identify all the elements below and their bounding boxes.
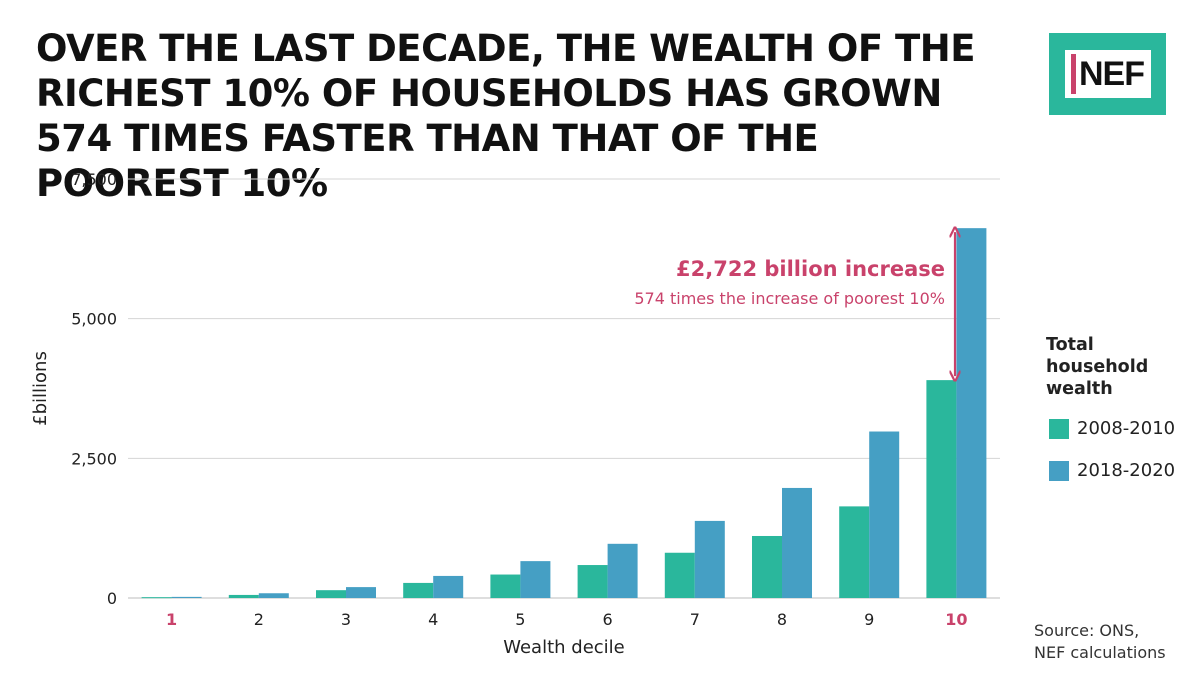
x-tick-label: 1 xyxy=(166,610,177,629)
bar-2018-2020-decile-8 xyxy=(782,487,812,598)
y-tick-label: 7,500 xyxy=(71,170,117,189)
logo-text: NEF xyxy=(1079,54,1145,93)
bar-2008-2010-decile-1 xyxy=(141,597,172,599)
legend-label: 2018-2020 xyxy=(1077,460,1176,481)
logo-accent-bar xyxy=(1070,54,1076,94)
bar-2018-2020-decile-1 xyxy=(171,596,202,598)
x-axis-label: Wealth decile xyxy=(503,637,625,658)
bar-2018-2020-decile-2 xyxy=(258,593,289,598)
x-tick-label: 3 xyxy=(341,610,351,629)
bar-2018-2020-decile-3 xyxy=(346,587,376,598)
bar-2008-2010-decile-7 xyxy=(664,552,695,598)
legend-label: 2008-2010 xyxy=(1077,418,1176,439)
x-tick-label: 8 xyxy=(777,610,787,629)
bar-2018-2020-decile-10 xyxy=(956,228,987,599)
annotation-headline: £2,722 billion increase xyxy=(676,257,945,281)
bar-2008-2010-decile-3 xyxy=(316,590,346,598)
x-tick-label: 6 xyxy=(603,610,613,629)
x-tick-label: 7 xyxy=(690,610,700,629)
x-tick-label: 4 xyxy=(428,610,438,629)
chart-title: OVER THE LAST DECADE, THE WEALTH OF THE … xyxy=(36,27,976,205)
source-note: Source: ONS, NEF calculations xyxy=(1034,620,1194,664)
legend-title: Total household wealth xyxy=(1046,335,1149,399)
bar-2008-2010-decile-5 xyxy=(490,574,521,598)
bar-2008-2010-decile-9 xyxy=(839,506,870,598)
y-axis-label: £billions xyxy=(30,351,51,426)
y-tick-label: 5,000 xyxy=(71,310,117,329)
bar-2008-2010-decile-4 xyxy=(403,582,434,598)
bar-2008-2010-decile-2 xyxy=(228,594,259,598)
legend-swatch-teal xyxy=(1049,418,1069,439)
bar-2018-2020-decile-7 xyxy=(694,520,725,598)
x-tick-label: 2 xyxy=(254,610,264,629)
bar-2008-2010-decile-8 xyxy=(752,535,782,598)
nef-logo: NEF xyxy=(1049,33,1166,115)
logo-inner: NEF xyxy=(1064,50,1151,98)
legend-swatch-blue xyxy=(1049,460,1069,481)
source-line: Source: ONS, xyxy=(1034,621,1140,640)
y-tick-label: 0 xyxy=(107,589,117,608)
bar-2008-2010-decile-6 xyxy=(577,565,608,598)
bar-2018-2020-decile-6 xyxy=(607,543,638,598)
x-tick-label: 10 xyxy=(945,610,967,629)
annotation-subline: 574 times the increase of poorest 10% xyxy=(634,289,945,308)
bar-2018-2020-decile-5 xyxy=(520,561,551,598)
source-line: NEF calculations xyxy=(1034,643,1166,662)
bar-2008-2010-decile-10 xyxy=(926,380,957,598)
bar-2018-2020-decile-4 xyxy=(433,575,464,598)
legend-item-2018-2020: 2018-2020 xyxy=(1049,460,1175,481)
y-tick-label: 2,500 xyxy=(71,449,117,468)
x-tick-label: 9 xyxy=(864,610,874,629)
legend-item-2008-2010: 2008-2010 xyxy=(1049,418,1175,439)
bar-2018-2020-decile-9 xyxy=(869,431,900,598)
x-tick-label: 5 xyxy=(515,610,525,629)
